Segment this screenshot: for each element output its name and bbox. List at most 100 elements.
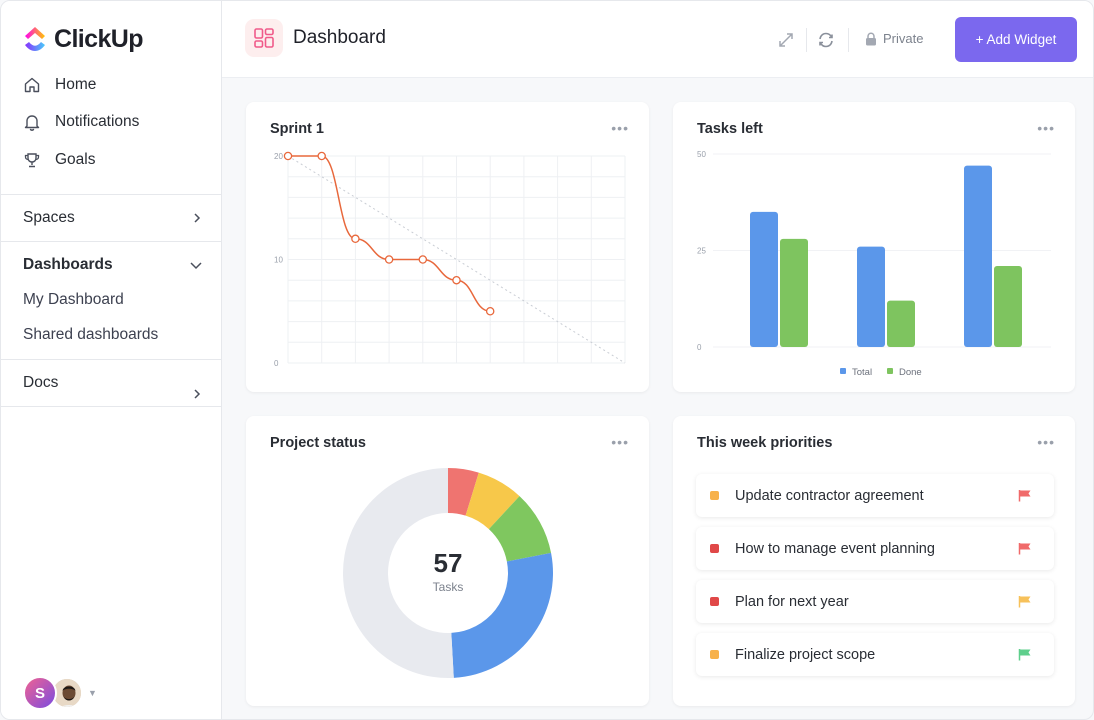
y-tick-label: 10 (274, 256, 283, 265)
status-dot (710, 597, 719, 606)
status-dot (710, 491, 719, 500)
user-avatars[interactable]: S ▼ (23, 676, 97, 710)
legend-label: Total (852, 367, 872, 378)
sidebar-section-docs[interactable]: Docs (23, 374, 59, 391)
sidebar-section-dashboards[interactable]: Dashboards (1, 248, 221, 282)
status-dot (710, 544, 719, 553)
legend-swatch (887, 368, 893, 374)
page-title: Dashboard (293, 27, 386, 48)
widget-menu-icon[interactable]: ••• (1037, 434, 1055, 450)
privacy-label: Private (883, 31, 924, 46)
legend-swatch (840, 368, 846, 374)
refresh-icon[interactable] (815, 29, 837, 51)
add-widget-button[interactable]: + Add Widget (955, 17, 1077, 62)
donut-center-label: Tasks (432, 580, 464, 594)
donut-slice-green (488, 496, 552, 562)
priority-item[interactable]: Finalize project scope (696, 633, 1054, 676)
sidebar-item-my-dashboard[interactable]: My Dashboard (23, 291, 124, 308)
legend-label: Done (899, 367, 922, 378)
widget-menu-icon[interactable]: ••• (1037, 120, 1055, 136)
priority-item[interactable]: Update contractor agreement (696, 474, 1054, 517)
flag-icon[interactable] (1018, 595, 1032, 608)
bell-icon (23, 113, 41, 132)
flag-icon[interactable] (1018, 489, 1032, 502)
nav-goals-label: Goals (55, 150, 96, 168)
expand-icon[interactable] (775, 29, 797, 51)
widget-title: Tasks left (697, 121, 763, 137)
flag-icon[interactable] (1018, 648, 1032, 661)
avatar-photo[interactable] (51, 677, 83, 709)
priority-item[interactable]: Plan for next year (696, 580, 1054, 623)
widget-title: Sprint 1 (270, 121, 324, 137)
privacy-toggle[interactable]: Private (865, 31, 923, 46)
header-separator (806, 28, 807, 52)
bar-done (780, 238, 808, 347)
home-icon (23, 76, 41, 94)
chevron-right-icon (194, 213, 201, 223)
lock-icon (866, 31, 876, 45)
priority-item[interactable]: How to manage event planning (696, 527, 1054, 570)
nav-home[interactable]: Home (1, 66, 221, 104)
clickup-logo-icon (25, 27, 45, 51)
header-separator (848, 28, 849, 52)
caret-down-icon[interactable]: ▼ (88, 688, 97, 698)
y-tick-label: 50 (697, 150, 706, 159)
data-point (452, 275, 461, 285)
main-nav: Home Notifications Goals (1, 66, 221, 179)
data-point (283, 151, 293, 161)
brand-name: ClickUp (54, 24, 143, 53)
bar-done (887, 300, 915, 347)
data-point (351, 234, 360, 244)
ideal-burndown-line (287, 155, 626, 364)
priority-label: How to manage event planning (735, 540, 935, 557)
nav-notifications-label: Notifications (55, 113, 140, 131)
data-point (384, 255, 394, 264)
sidebar-section-spaces[interactable]: Spaces (1, 201, 221, 235)
widget-sprint: Sprint 1 ••• 20 10 0 (246, 102, 649, 392)
widget-priorities: This week priorities ••• Update contract… (673, 416, 1075, 706)
data-point (317, 151, 326, 161)
y-tick-label: 20 (274, 152, 283, 161)
donut-slice-remaining (342, 468, 454, 678)
burndown-chart: 20 10 0 (274, 151, 626, 368)
widget-menu-icon[interactable]: ••• (611, 120, 629, 136)
bar-total (857, 246, 885, 347)
sidebar-divider (1, 241, 221, 242)
sidebar-divider (1, 406, 221, 407)
project-status-donut (342, 468, 553, 678)
data-point (418, 255, 428, 264)
donut-slice-blue (451, 552, 553, 678)
donut-slice-red (448, 468, 479, 516)
widget-menu-icon[interactable]: ••• (611, 434, 629, 450)
widget-project-status: Project status ••• 57 Tasks (246, 416, 649, 706)
avatar-s[interactable]: S (23, 676, 57, 710)
status-dot (710, 650, 719, 659)
nav-goals[interactable]: Goals (1, 141, 221, 179)
priority-label: Update contractor agreement (735, 487, 924, 504)
sidebar: ClickUp Home Notifications Goals (1, 1, 222, 719)
donut-center-value: 57 (433, 548, 463, 578)
sidebar-divider (1, 359, 221, 360)
y-tick-label: 25 (697, 247, 706, 256)
priority-label: Finalize project scope (735, 646, 876, 663)
flag-icon[interactable] (1018, 542, 1032, 555)
nav-notifications[interactable]: Notifications (1, 104, 221, 142)
nav-home-label: Home (55, 75, 97, 93)
trophy-icon (23, 151, 41, 169)
clickup-logo[interactable]: ClickUp (22, 23, 143, 55)
bar-done (994, 265, 1022, 347)
chevron-right-icon[interactable] (191, 388, 203, 400)
sidebar-divider (1, 194, 221, 195)
priority-label: Plan for next year (735, 593, 849, 610)
y-tick-label: 0 (274, 359, 279, 368)
widget-title: Project status (270, 435, 366, 451)
widget-title: This week priorities (697, 435, 833, 451)
data-point (485, 306, 495, 316)
bar-total (964, 165, 992, 347)
y-tick-label: 0 (697, 343, 702, 352)
top-header: Dashboard Private + Add Widget (222, 1, 1093, 78)
bar-total (750, 211, 778, 347)
chevron-down-icon (190, 262, 202, 270)
sidebar-item-shared-dashboards[interactable]: Shared dashboards (23, 326, 159, 343)
